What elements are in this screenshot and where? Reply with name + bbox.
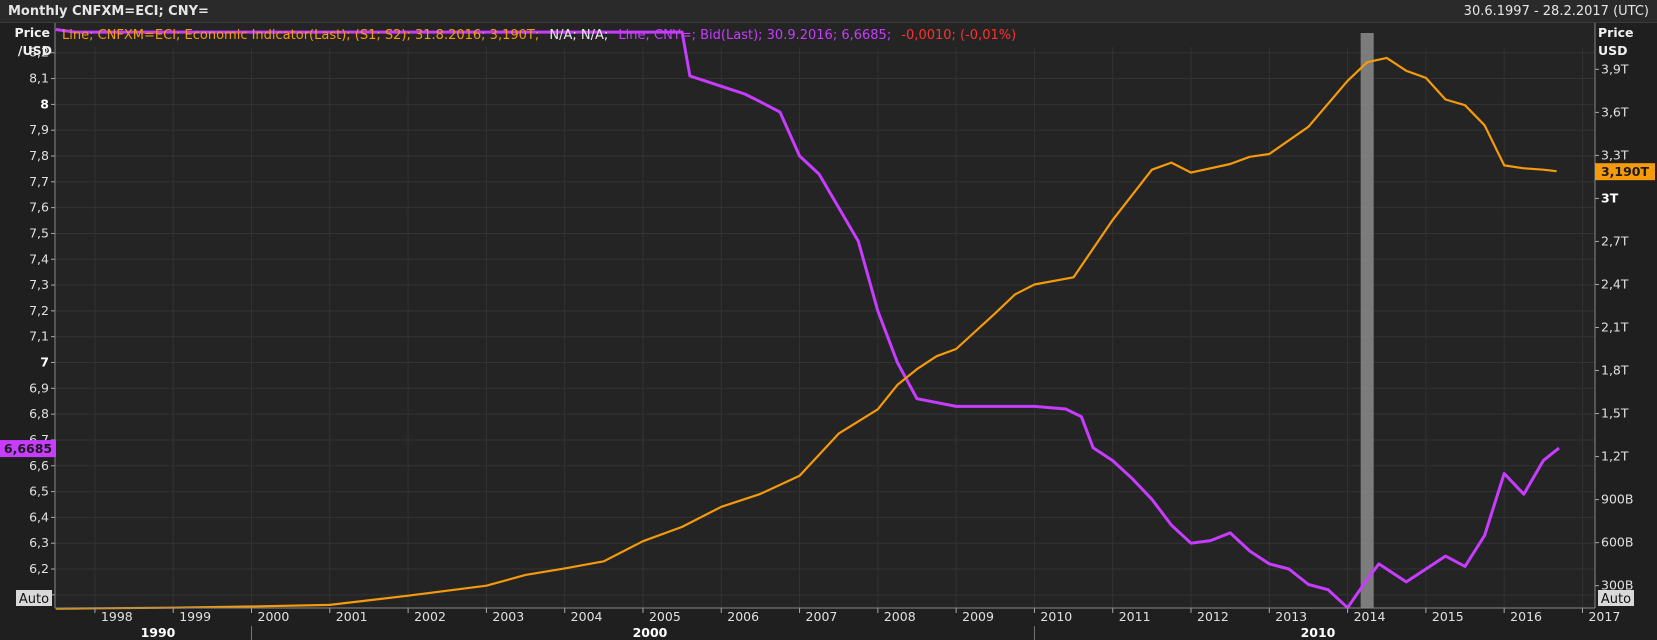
x-tick-label: 2010 <box>1040 609 1072 624</box>
x-tick-label: 2013 <box>1275 609 1307 624</box>
left-tick-label: 7 <box>40 355 49 370</box>
date-range[interactable]: 30.6.1997 - 28.2.2017 (UTC) <box>1463 4 1649 19</box>
left-tick-label: 7,9 <box>29 122 49 137</box>
x-tick-label: 2008 <box>884 609 916 624</box>
right-tick-label: 300B <box>1601 578 1633 593</box>
right-tick-label: 900B <box>1601 492 1633 507</box>
left-tick-label: 7,7 <box>29 174 49 189</box>
legend-series-2: Line; CNY=; Bid(Last); 30.9.2016; 6,6685… <box>618 28 891 43</box>
left-tick-label: 7,8 <box>29 148 49 163</box>
x-tick-label: 2011 <box>1119 609 1151 624</box>
x-tick-label: 2012 <box>1197 609 1229 624</box>
auto-right-label: Auto <box>1601 592 1631 607</box>
left-tick-label: 7,2 <box>29 303 49 318</box>
series-line-cnfxm-eci <box>55 56 1557 610</box>
chart-header: Monthly CNFXM=ECI; CNY= 30.6.1997 - 28.2… <box>0 0 1657 23</box>
legend-change: -0,0010; (-0,01%) <box>901 28 1016 43</box>
left-tick-label: 6,5 <box>29 484 49 499</box>
left-tick-label: 7,5 <box>29 225 49 240</box>
highlight-band <box>1360 33 1374 608</box>
x-tick-label: 2016 <box>1510 609 1542 624</box>
right-tick-label: 3,6T <box>1601 104 1629 119</box>
plot-area <box>55 23 1595 608</box>
x-tick-label: 2014 <box>1354 609 1386 624</box>
x-tick-label: 2003 <box>492 609 524 624</box>
x-tick-label: 2015 <box>1432 609 1464 624</box>
left-tick-label: 8,1 <box>29 71 49 86</box>
legend-series-1: Line; CNFXM=ECI; Economic Indicator(Last… <box>62 28 539 43</box>
legend-text: Line; CNFXM=ECI; Economic Indicator(Last… <box>62 28 1016 43</box>
auto-right-button[interactable]: Auto <box>1598 590 1634 607</box>
x-axis-ticks: 1998 1999 2000 2001 2002 2003 2004 2005 2006 2007… <box>55 607 1620 640</box>
series-group <box>55 28 1560 610</box>
right-tick-label: 2,7T <box>1601 233 1629 248</box>
left-tick-label: 6,4 <box>29 509 49 524</box>
left-value-badge-text: 6,6685 <box>4 441 52 456</box>
x-tick-label: 2002 <box>414 609 446 624</box>
right-axis-unit-2: USD <box>1598 43 1628 58</box>
x-tick-label: 2000 <box>258 609 290 624</box>
right-tick-label: 1,2T <box>1601 449 1629 464</box>
right-tick-label: 1,8T <box>1601 363 1629 378</box>
left-tick-label: 7,4 <box>29 251 49 266</box>
decade-label: 2000 <box>633 625 668 640</box>
right-value-badge: 3,190T <box>1595 163 1655 181</box>
auto-left-label: Auto <box>19 592 49 607</box>
decade-label: 2010 <box>1301 625 1336 640</box>
decade-label: 1990 <box>141 625 176 640</box>
left-tick-label: 8,2 <box>29 45 49 60</box>
left-tick-label: 7,3 <box>29 277 49 292</box>
left-tick-label: 6,2 <box>29 561 49 576</box>
left-tick-label: 6,3 <box>29 535 49 550</box>
x-tick-label: 2007 <box>806 609 838 624</box>
grid <box>55 47 1595 608</box>
x-tick-label: 2005 <box>649 609 681 624</box>
chart-canvas[interactable]: 6,16,26,36,46,56,66,76,86,977,17,27,37,4… <box>0 23 1657 640</box>
x-tick-label: 2006 <box>727 609 759 624</box>
right-tick-label: 2,1T <box>1601 320 1629 335</box>
legend-na: N/A; N/A; <box>549 28 608 43</box>
left-tick-label: 6,9 <box>29 380 49 395</box>
x-tick-label: 2004 <box>571 609 603 624</box>
left-value-badge: 6,6685 <box>0 440 56 458</box>
right-axis-ticks: 300B 600B 900B 1,2T 1,5T 1,8T 2,1T 2,4T 2,7T 3T 3,… <box>1594 23 1633 608</box>
left-tick-label: 8 <box>40 96 49 111</box>
x-tick-label: 2001 <box>336 609 368 624</box>
left-tick-label: 7,1 <box>29 329 49 344</box>
chart-title: Monthly CNFXM=ECI; CNY= <box>8 4 209 19</box>
left-tick-label: 6,6 <box>29 458 49 473</box>
right-axis-unit-1: Price <box>1598 25 1634 40</box>
right-value-badge-text: 3,190T <box>1601 164 1650 179</box>
right-tick-label: 3,3T <box>1601 147 1629 162</box>
left-tick-label: 7,6 <box>29 200 49 215</box>
x-tick-label: 1999 <box>179 609 211 624</box>
x-tick-label: 2009 <box>962 609 994 624</box>
left-axis-unit-1: Price <box>15 25 51 40</box>
x-tick-label: 2017 <box>1588 609 1620 624</box>
right-tick-label: 2,4T <box>1601 276 1629 291</box>
right-tick-label: 600B <box>1601 535 1633 550</box>
x-tick-label: 1998 <box>101 609 133 624</box>
right-tick-label: 1,5T <box>1601 406 1629 421</box>
series-line-cny- <box>55 28 1560 610</box>
left-axis-unit-2: /USD <box>18 43 52 58</box>
right-tick-label: 3T <box>1601 190 1619 205</box>
left-tick-label: 6,8 <box>29 406 49 421</box>
right-tick-label: 3,9T <box>1601 61 1629 76</box>
auto-left-button[interactable]: Auto <box>16 590 52 607</box>
